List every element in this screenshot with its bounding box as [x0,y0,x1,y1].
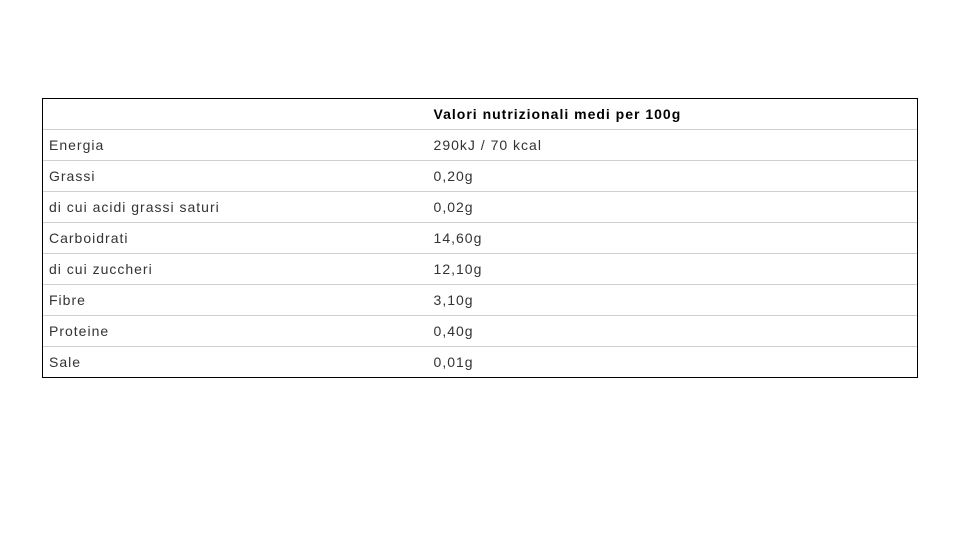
table-row: Proteine 0,40g [43,316,917,347]
row-label: di cui acidi grassi saturi [43,192,428,223]
row-value: 0,20g [428,161,917,192]
table-header-row: Valori nutrizionali medi per 100g [43,99,917,130]
table-row: di cui acidi grassi saturi 0,02g [43,192,917,223]
header-empty [43,99,428,130]
row-value: 3,10g [428,285,917,316]
nutrition-table-container: Valori nutrizionali medi per 100g Energi… [42,98,918,378]
row-value: 0,40g [428,316,917,347]
table-row: Carboidrati 14,60g [43,223,917,254]
row-label: Proteine [43,316,428,347]
row-value: 290kJ / 70 kcal [428,130,917,161]
table-row: Sale 0,01g [43,347,917,378]
row-value: 14,60g [428,223,917,254]
row-label: Sale [43,347,428,378]
row-label: Energia [43,130,428,161]
nutrition-table: Valori nutrizionali medi per 100g Energi… [43,99,917,377]
row-label: Fibre [43,285,428,316]
table-row: di cui zuccheri 12,10g [43,254,917,285]
row-value: 0,01g [428,347,917,378]
table-row: Fibre 3,10g [43,285,917,316]
table-row: Grassi 0,20g [43,161,917,192]
row-label: Grassi [43,161,428,192]
row-value: 12,10g [428,254,917,285]
row-label: di cui zuccheri [43,254,428,285]
row-label: Carboidrati [43,223,428,254]
table-row: Energia 290kJ / 70 kcal [43,130,917,161]
row-value: 0,02g [428,192,917,223]
header-value: Valori nutrizionali medi per 100g [428,99,917,130]
